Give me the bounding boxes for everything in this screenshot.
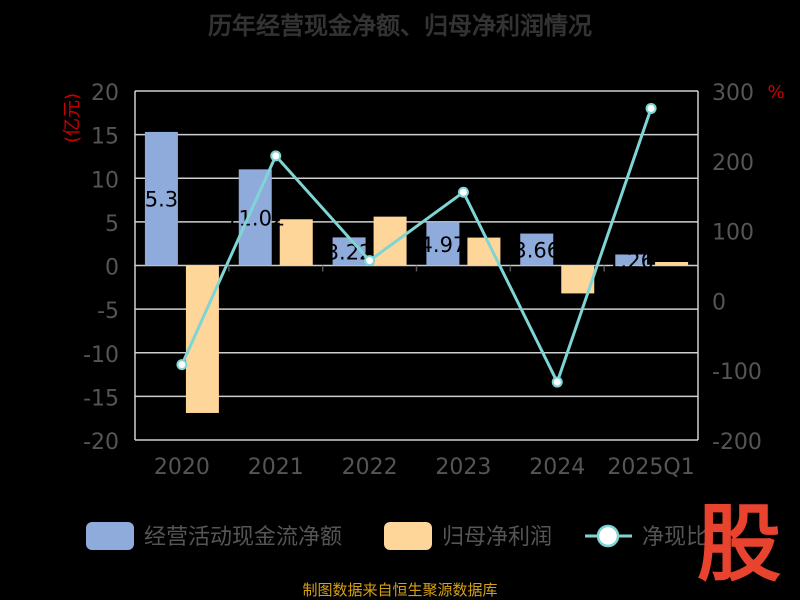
y-left-tick-label: 10 xyxy=(91,168,119,193)
cash-flow-value-label: 3.66 xyxy=(513,239,560,263)
y-left-tick-label: 5 xyxy=(105,212,119,237)
y-left-tick-label: -10 xyxy=(83,343,119,368)
y-right-tick-label: -100 xyxy=(712,360,762,385)
ratio-line-point xyxy=(270,150,282,162)
y-right-tick-label: -200 xyxy=(712,430,762,455)
cash-flow-value-label: 1.26 xyxy=(607,249,654,273)
legend-swatch-cash-flow xyxy=(86,522,134,550)
ratio-line-point xyxy=(551,376,563,388)
y-right-tick-label: 300 xyxy=(712,81,754,106)
brand-logo: 股 xyxy=(696,495,781,593)
x-category-label: 2020 xyxy=(154,455,210,480)
legend-label-ratio: 净现比 xyxy=(642,525,708,550)
legend-label-cash-flow: 经营活动现金流净额 xyxy=(144,525,342,550)
grid-lines xyxy=(135,90,698,441)
cash-flow-value-label: 4.97 xyxy=(420,233,467,257)
y-left-unit-label: (亿元) xyxy=(62,93,83,143)
legend-label-net-profit: 归母净利润 xyxy=(442,525,552,550)
cash-flow-bar xyxy=(238,169,272,266)
legend-swatch-ratio-point xyxy=(596,524,620,548)
net-profit-bar xyxy=(467,237,501,266)
legend: 经营活动现金流净额 归母净利润 净现比 xyxy=(86,522,708,550)
cash-flow-bar xyxy=(426,222,460,266)
ratio-line-point xyxy=(364,255,376,267)
ratio-line-point xyxy=(645,102,657,114)
cash-flow-value-label: 15.31 xyxy=(131,188,191,212)
legend-swatch-net-profit xyxy=(384,522,432,550)
ratio-line-point xyxy=(457,186,469,198)
y-left-tick-label: 20 xyxy=(91,81,119,106)
chart-title: 历年经营现金净额、归母净利润情况 xyxy=(208,12,592,40)
x-category-label: 2022 xyxy=(342,455,398,480)
net-profit-bar xyxy=(185,265,219,413)
y-left-tick-label: -20 xyxy=(83,430,119,455)
net-profit-bar xyxy=(279,219,313,266)
x-category-label: 2021 xyxy=(248,455,304,480)
x-category-label: 2024 xyxy=(529,455,585,480)
y-left-tick-label: -5 xyxy=(97,299,119,324)
y-left-tick-label: 15 xyxy=(91,125,119,150)
y-right-tick-label: 100 xyxy=(712,221,754,246)
bars xyxy=(144,131,689,413)
source-note: 制图数据来自恒生聚源数据库 xyxy=(302,581,498,599)
ratio-line-path xyxy=(180,107,653,386)
x-category-label: 2025Q1 xyxy=(607,455,694,480)
y-left-tick-label: 0 xyxy=(105,256,119,281)
x-category-label: 2023 xyxy=(435,455,491,480)
cash-flow-value-label: 11.02 xyxy=(225,206,285,230)
net-profit-bar xyxy=(373,216,407,266)
y-right-tick-label: 0 xyxy=(712,290,726,315)
cash-flow-bar xyxy=(520,233,554,266)
y-right-unit-label: % xyxy=(767,82,784,103)
axes: 20 15 10 5 0 -5 -10 -15 -20 300 200 100 0 -100 -200 (亿元… xyxy=(62,81,785,480)
y-left-tick-label: -15 xyxy=(83,386,119,411)
net-profit-bar xyxy=(655,262,689,266)
ratio-line-point xyxy=(176,359,188,371)
ratio-line xyxy=(176,102,657,388)
y-right-tick-label: 200 xyxy=(712,151,754,176)
cash-flow-bar xyxy=(614,254,648,266)
cash-flow-bar xyxy=(144,131,178,266)
